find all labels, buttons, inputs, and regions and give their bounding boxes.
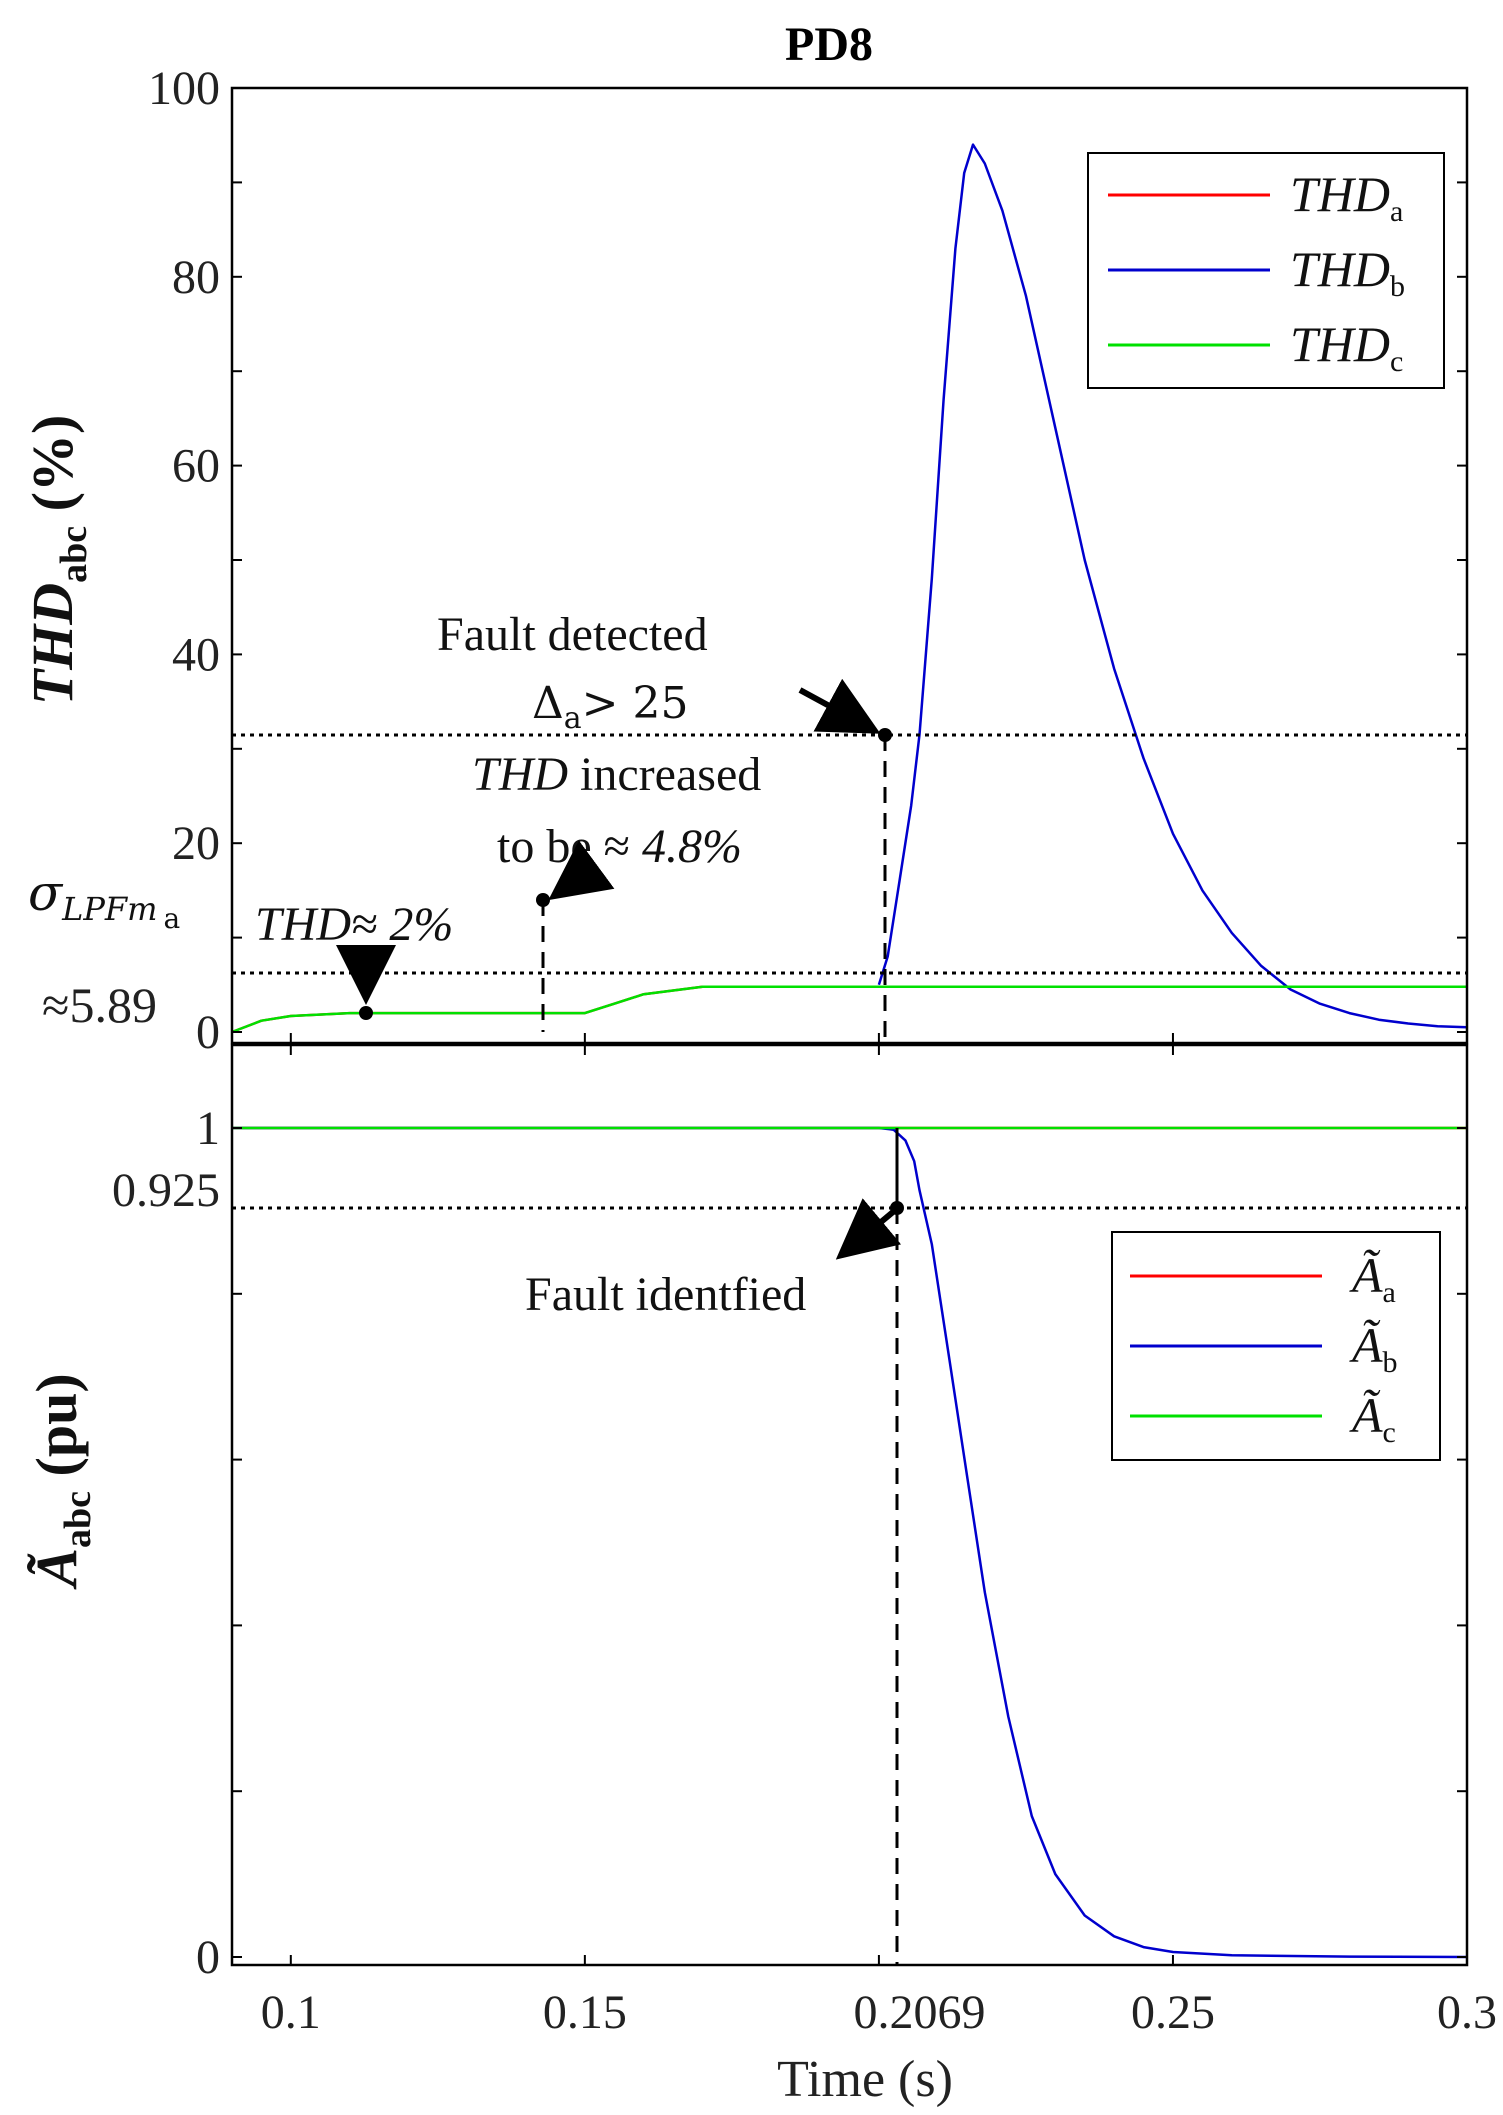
identify-point (890, 1201, 904, 1215)
detect-point (878, 728, 892, 742)
top-ytick-label: 80 (172, 251, 220, 304)
sigma-value-label: ≈5.89 (42, 977, 157, 1033)
series-thd-b-line (877, 143, 1468, 1029)
increase-arrow (548, 840, 615, 901)
legend-label: THDb (1290, 241, 1405, 303)
sigma-label: σLPFm a (28, 864, 180, 935)
series-thd-c-line (231, 985, 1467, 1034)
bottom-legend: Ãa Ãb Ãc (1111, 1231, 1441, 1461)
xtick-label: 0.25 (1131, 1986, 1215, 2039)
series--b-line (232, 1126, 1468, 1959)
top-legend: THDa THDb THDc (1087, 152, 1445, 389)
bottom-ylabel: Ãabc (pu) (24, 1373, 99, 1589)
top-ytick-label: 100 (148, 62, 220, 115)
fault-identified-label: Fault identfied (525, 1268, 806, 1321)
xticks: 0.1 0.15 0.2069 0.25 0.3 (261, 1033, 1497, 2039)
thd2-label: THD≈ 2% (255, 898, 453, 951)
legend-label: THDc (1290, 316, 1403, 378)
legend-label: Ãb (1349, 1317, 1398, 1379)
legend-label: Ãa (1349, 1247, 1396, 1309)
top-series-group (231, 143, 1468, 1034)
xtick-label: 0.1 (261, 1986, 321, 2039)
detect-arrow (798, 678, 881, 734)
delta-label: Δa> 25 (532, 678, 689, 736)
bottom-ytick-label: 0 (196, 1931, 220, 1984)
bottom-yticks: 0 0.925 1 (112, 1102, 1467, 1984)
to-be-label: to be ≈ 4.8% (497, 820, 742, 873)
xtick-label: 0.15 (543, 1986, 627, 2039)
top-ylabel: THDabc (%) (20, 415, 95, 706)
bottom-ytick-label: 0.925 (112, 1164, 220, 1217)
top-ytick-label: 0 (196, 1006, 220, 1059)
top-ytick-label: 40 (172, 628, 220, 681)
bottom-panel: 0 0.925 1 0.1 0.15 0.2069 0.25 0.3 Ãabc (pu) F… (24, 1033, 1497, 2108)
top-ytick-label: 60 (172, 440, 220, 493)
xtick-label: 0.2069 (853, 1986, 985, 2039)
increase-point (536, 893, 550, 907)
thd-increased-label: THD increased (472, 748, 761, 801)
identify-arrow (835, 1198, 902, 1260)
bottom-ytick-label: 1 (196, 1102, 220, 1155)
bottom-plot-frame (230, 1043, 1469, 1967)
legend-label: Ãc (1349, 1387, 1396, 1449)
top-plot-frame (230, 86, 1469, 1045)
top-ytick-label: 20 (172, 817, 220, 870)
thd2-point (359, 1006, 373, 1020)
series-thd-a-line (231, 985, 1467, 1034)
top-yticks: 0 20 40 60 80 100 (148, 62, 1467, 1059)
chart-title: PD8 (785, 18, 873, 71)
legend-label: THDa (1290, 166, 1403, 228)
top-panel: 0 20 40 60 80 100 THDabc (%) σLPFm a ≈5.89 Fau… (20, 62, 1469, 1059)
xtick-label: 0.3 (1437, 1986, 1497, 2039)
fault-detected-label: Fault detected (437, 608, 708, 661)
x-axis-label: Time (s) (777, 2051, 953, 2108)
bottom-series-group (232, 1126, 1468, 1959)
